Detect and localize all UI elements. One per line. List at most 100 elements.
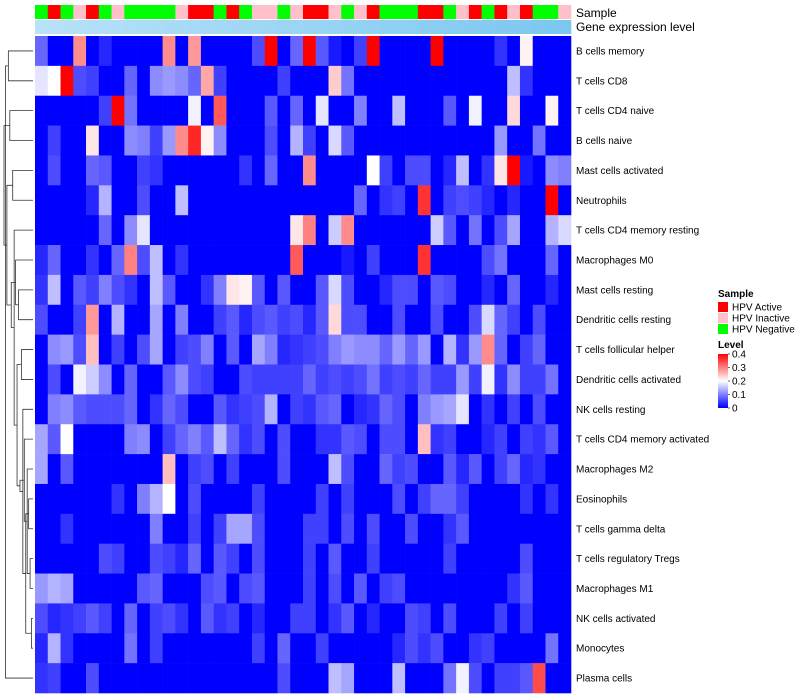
heatmap-cell: [239, 483, 253, 515]
heatmap-cell: [417, 364, 431, 395]
heatmap-cell: [481, 95, 495, 126]
heatmap-cell: [328, 454, 342, 485]
heatmap-cell: [328, 573, 342, 604]
heatmap-cell: [341, 603, 355, 634]
sample-annotation-cell: [111, 5, 125, 19]
heatmap-cell: [47, 394, 61, 425]
heatmap-cell: [430, 125, 444, 156]
heatmap-cell: [251, 245, 266, 276]
dendrogram-branch: [26, 468, 33, 574]
dendrogram-branch: [12, 169, 33, 201]
heatmap-cell: [519, 304, 534, 335]
expression-annotation-cell: [494, 20, 508, 34]
dendrogram-branch: [28, 498, 33, 530]
expression-annotation-cell: [73, 20, 87, 34]
heatmap-cell: [379, 215, 393, 246]
expression-annotation-cell: [443, 20, 457, 34]
heatmap-cell: [456, 454, 470, 485]
heatmap-cell: [277, 483, 291, 515]
heatmap-cell: [341, 36, 355, 67]
heatmap-cell: [354, 36, 368, 67]
heatmap-cell: [354, 633, 368, 664]
heatmap-cell: [405, 633, 419, 664]
heatmap-cell: [175, 185, 189, 216]
expression-annotation-cell: [98, 20, 112, 34]
heatmap-cell: [137, 394, 151, 425]
heatmap-cell: [188, 573, 202, 604]
heatmap-cell: [73, 185, 87, 216]
heatmap-cell: [124, 245, 138, 276]
expression-annotation-cell: [213, 20, 227, 34]
heatmap-cell: [162, 483, 176, 515]
heatmap-cell: [98, 603, 112, 634]
heatmap-cell: [137, 603, 151, 634]
heatmap-cell: [213, 663, 227, 694]
heatmap-cell: [456, 215, 470, 246]
heatmap-cell: [392, 573, 406, 604]
heatmap-cell: [124, 663, 138, 694]
heatmap-cell: [532, 603, 546, 634]
heatmap-cell: [366, 65, 380, 97]
heatmap-cell: [277, 364, 291, 395]
heatmap-cell: [430, 483, 444, 515]
heatmap-cell: [175, 364, 189, 395]
sample-annotation-cell: [417, 5, 431, 19]
heatmap-cell: [175, 334, 189, 365]
heatmap-cell: [226, 334, 240, 365]
heatmap-cell: [366, 633, 380, 664]
heatmap-cell: [73, 215, 87, 246]
heatmap-cell: [494, 334, 508, 365]
heatmap-cell: [290, 95, 304, 126]
heatmap-cell: [251, 364, 266, 395]
heatmap-cell: [507, 543, 521, 574]
heatmap-cell: [417, 454, 431, 485]
sample-annotation-cell: [149, 5, 163, 19]
sample-annotation-cell: [124, 5, 138, 19]
heatmap-cell: [35, 304, 49, 335]
expression-annotation-cell: [507, 20, 521, 34]
heatmap-cell: [188, 543, 202, 574]
heatmap-cell: [303, 36, 317, 67]
expression-annotation-cell: [545, 20, 559, 34]
heatmap-cell: [35, 36, 49, 67]
heatmap-cell: [98, 573, 112, 604]
heatmap-cell: [188, 633, 202, 664]
legend-level-colorbar: [718, 354, 728, 408]
heatmap-cell: [277, 663, 291, 694]
heatmap-cell: [162, 125, 176, 156]
heatmap-cell: [545, 603, 559, 634]
heatmap-cell: [354, 125, 368, 156]
heatmap-cell: [328, 185, 342, 216]
heatmap-cell: [226, 513, 240, 544]
heatmap-cell: [86, 125, 100, 156]
heatmap-cell: [290, 454, 304, 485]
heatmap-cell: [200, 394, 214, 425]
heatmap-cell: [226, 394, 240, 425]
heatmap-cell: [175, 36, 189, 67]
heatmap-cell: [379, 394, 393, 425]
heatmap-cell: [481, 633, 495, 664]
heatmap-cell: [558, 394, 572, 425]
heatmap-cell: [328, 245, 342, 276]
heatmap-cell: [111, 36, 125, 67]
heatmap-cell: [60, 424, 74, 455]
heatmap-cell: [111, 364, 125, 395]
heatmap-cell: [290, 603, 304, 634]
heatmap-cell: [264, 543, 278, 574]
heatmap-cell: [379, 603, 393, 634]
heatmap-cell: [456, 543, 470, 574]
heatmap-cell: [545, 245, 559, 276]
heatmap-cell: [251, 663, 266, 694]
heatmap-cell: [98, 334, 112, 365]
heatmap-cell: [35, 364, 49, 395]
heatmap-cell: [532, 573, 546, 604]
heatmap-cell: [392, 215, 406, 246]
sample-annotation-cell: [456, 5, 470, 19]
heatmap-cell: [532, 424, 546, 455]
heatmap-cell: [137, 424, 151, 455]
expression-annotation-cell: [328, 20, 342, 34]
heatmap-cell: [468, 603, 482, 634]
row-labels: B cells memory T cells CD8 T cells CD4 nai…: [576, 46, 709, 684]
heatmap-cell: [60, 155, 74, 186]
heatmap-cell: [341, 663, 355, 694]
